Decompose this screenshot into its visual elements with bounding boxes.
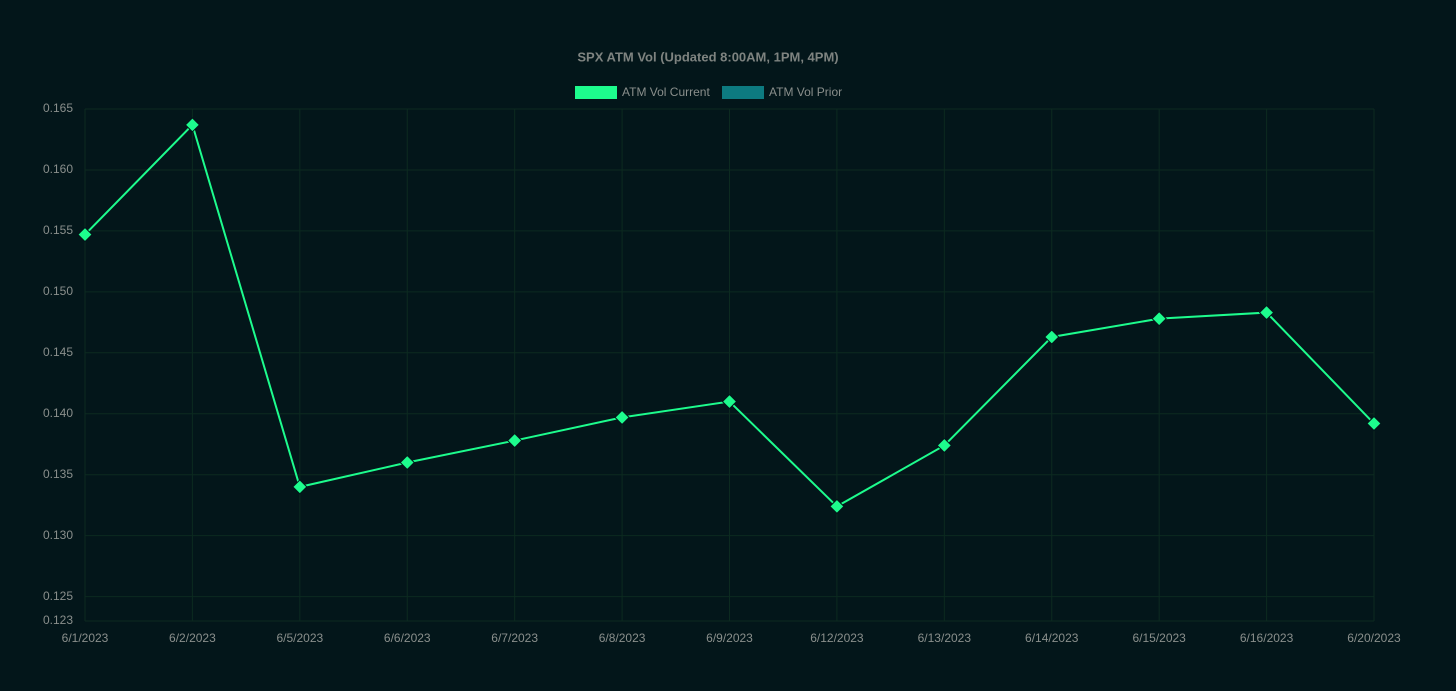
y-tick-label: 0.150	[43, 284, 73, 298]
x-tick-label: 6/8/2023	[599, 631, 646, 645]
data-point	[936, 437, 953, 454]
x-tick-label: 6/13/2023	[918, 631, 972, 645]
data-point	[1044, 329, 1060, 345]
x-tick-label: 6/20/2023	[1347, 631, 1401, 645]
data-point	[77, 226, 93, 243]
legend-swatch[interactable]	[722, 86, 764, 99]
data-point	[184, 117, 201, 133]
data-point	[721, 393, 738, 410]
data-point	[829, 498, 845, 515]
chart-title: SPX ATM Vol (Updated 8:00AM, 1PM, 4PM)	[577, 49, 838, 64]
legend-swatch[interactable]	[575, 86, 617, 99]
y-tick-label: 0.155	[43, 223, 73, 237]
data-point	[1258, 304, 1275, 321]
y-tick-label: 0.130	[43, 528, 73, 542]
x-tick-label: 6/15/2023	[1132, 631, 1186, 645]
y-tick-label: 0.135	[43, 467, 73, 481]
data-point	[292, 479, 308, 495]
legend-label[interactable]: ATM Vol Prior	[769, 85, 842, 99]
y-tick-label: 0.145	[43, 345, 73, 359]
data-point	[1366, 415, 1382, 432]
y-tick-label: 0.160	[43, 162, 73, 176]
x-tick-label: 6/14/2023	[1025, 631, 1079, 645]
legend-label[interactable]: ATM Vol Current	[622, 85, 710, 99]
x-tick-label: 6/1/2023	[62, 631, 109, 645]
x-tick-label: 6/7/2023	[491, 631, 538, 645]
data-point	[506, 432, 523, 449]
x-tick-label: 6/5/2023	[276, 631, 323, 645]
x-tick-label: 6/9/2023	[706, 631, 753, 645]
data-point	[399, 454, 415, 471]
y-tick-label: 0.125	[43, 589, 73, 603]
data-point	[614, 409, 630, 426]
x-tick-label: 6/2/2023	[169, 631, 216, 645]
x-tick-label: 6/12/2023	[810, 631, 864, 645]
data-point	[1151, 310, 1167, 327]
y-tick-label: 0.140	[43, 406, 73, 420]
x-tick-label: 6/16/2023	[1240, 631, 1294, 645]
y-tick-label: 0.165	[43, 101, 73, 115]
x-tick-label: 6/6/2023	[384, 631, 431, 645]
y-tick-label: 0.123	[43, 613, 73, 627]
